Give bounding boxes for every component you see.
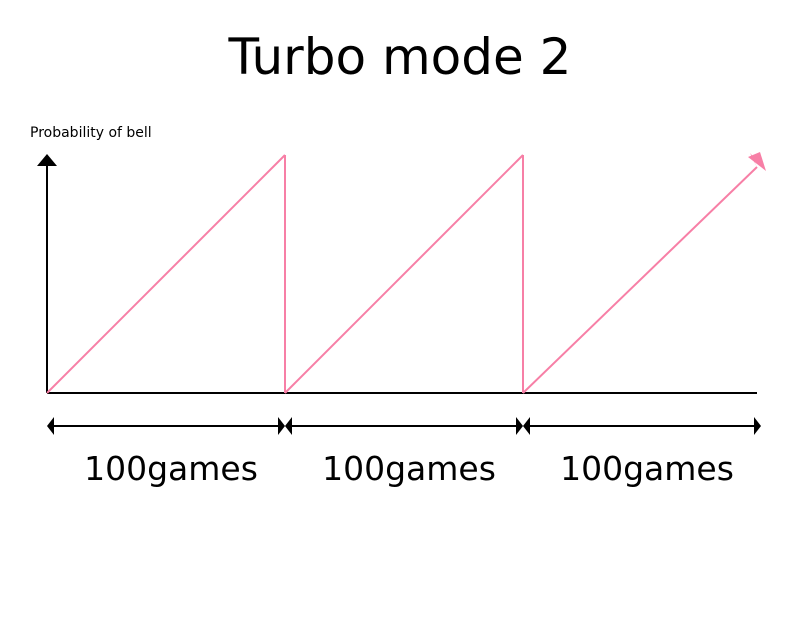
series-segment — [522, 166, 758, 394]
axes — [37, 154, 757, 394]
interval-arrow-left — [523, 417, 530, 435]
y-axis-arrowhead — [37, 154, 57, 166]
y-axis-label: Probability of bell — [30, 125, 152, 141]
series-layer — [46, 152, 766, 394]
interval-label: 100games — [322, 449, 496, 488]
interval-arrow-left — [47, 417, 54, 435]
chart-title: Turbo mode 2 — [228, 28, 572, 86]
interval-label: 100games — [84, 449, 258, 488]
interval-markers: 100games 100games 100games — [47, 417, 761, 488]
interval-arrow-right — [754, 417, 761, 435]
series-segment — [284, 154, 524, 394]
series-segment — [46, 154, 286, 394]
interval-label: 100games — [560, 449, 734, 488]
series-arrowhead-tip — [748, 152, 766, 171]
interval-arrow-left — [285, 417, 292, 435]
interval-arrow-right — [278, 417, 285, 435]
interval-arrow-right — [516, 417, 523, 435]
